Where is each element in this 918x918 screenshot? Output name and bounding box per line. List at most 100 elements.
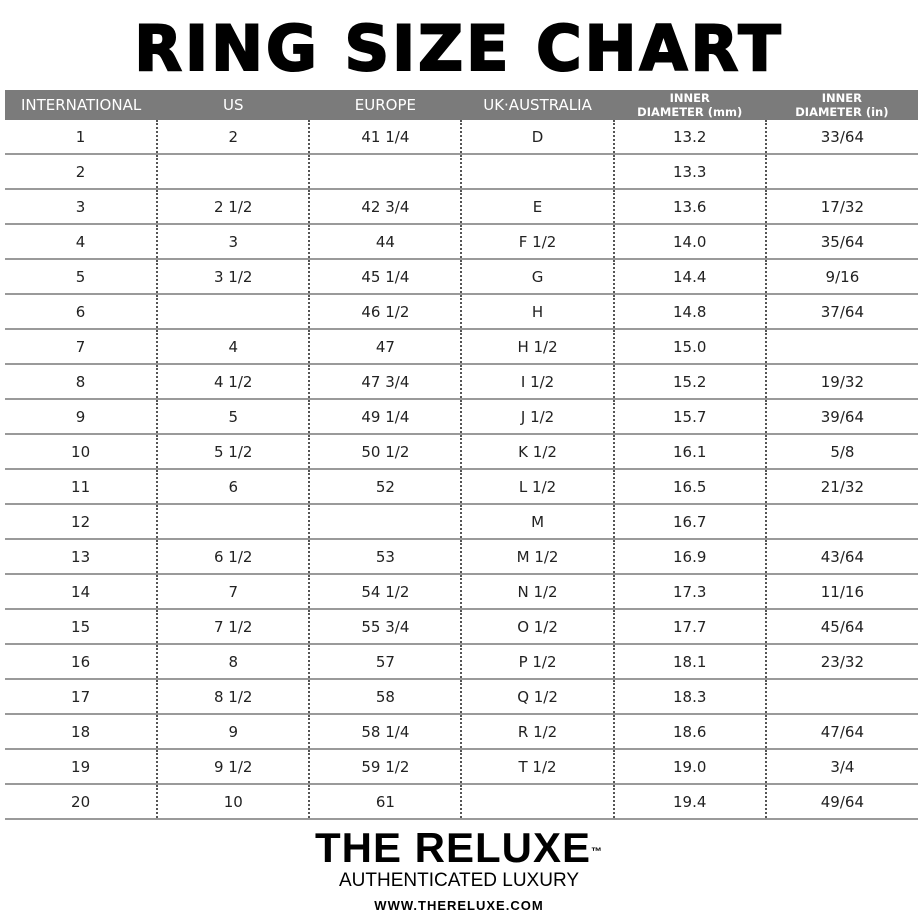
table-cell [156, 294, 310, 330]
table-cell [308, 154, 462, 190]
table-cell: 18.3 [612, 679, 766, 715]
table-cell [764, 504, 918, 540]
table-cell: 52 [308, 469, 462, 505]
table-cell: 2 [5, 154, 158, 190]
table-cell: 14.4 [612, 259, 766, 295]
table-cell: P 1/2 [460, 644, 614, 680]
table-cell: 9 [5, 399, 158, 435]
table-cell: 35/64 [764, 224, 918, 260]
table-row: 18 9 58 1/4 R 1/2 18.6 47/64 [5, 714, 918, 750]
table-cell: 37/64 [764, 294, 918, 330]
table-cell: H [460, 294, 614, 330]
table-cell: 6 [5, 294, 158, 330]
table-cell: 4 [156, 329, 310, 365]
table-cell: 16 [5, 644, 158, 680]
table-cell: 49 1/4 [308, 399, 462, 435]
table-row: 14 7 54 1/2 N 1/2 17.3 11/16 [5, 574, 918, 610]
table-cell [764, 329, 918, 365]
table-cell [308, 504, 462, 540]
table-cell: 59 1/2 [308, 749, 462, 785]
table-cell: 13.6 [612, 189, 766, 225]
table-cell: 9/16 [764, 259, 918, 295]
table-cell [460, 154, 614, 190]
table-cell: M [460, 504, 614, 540]
table-cell: 2 1/2 [156, 189, 310, 225]
table-cell: T 1/2 [460, 749, 614, 785]
table-row: 1 2 41 1/4 D 13.2 33/64 [5, 120, 918, 155]
table-cell: 16.1 [612, 434, 766, 470]
table-cell [764, 154, 918, 190]
table-cell: 3/4 [764, 749, 918, 785]
table-cell: 3 [156, 224, 310, 260]
table-cell: 19.0 [612, 749, 766, 785]
table-cell: 17/32 [764, 189, 918, 225]
table-cell: 23/32 [764, 644, 918, 680]
table-row: 6 46 1/2 H 14.8 37/64 [5, 294, 918, 330]
table-cell: 42 3/4 [308, 189, 462, 225]
table-cell: 13.3 [612, 154, 766, 190]
table-cell: Q 1/2 [460, 679, 614, 715]
table-cell: 16.9 [612, 539, 766, 575]
table-cell: 55 3/4 [308, 609, 462, 645]
table-cell: 15 [5, 609, 158, 645]
table-cell: 14.0 [612, 224, 766, 260]
table-cell: 18.6 [612, 714, 766, 750]
brand-name: THE RELUXE [314, 824, 592, 871]
table-row: 15 7 1/2 55 3/4 O 1/2 17.7 45/64 [5, 609, 918, 645]
trademark-symbol: ™ [591, 846, 604, 858]
table-cell: 5 1/2 [156, 434, 310, 470]
table-cell: 15.0 [612, 329, 766, 365]
table-cell: 20 [5, 784, 158, 820]
column-header: UK·AUSTRALIA [461, 90, 614, 120]
table-cell: H 1/2 [460, 329, 614, 365]
table-cell: 4 [5, 224, 158, 260]
table-cell: 3 1/2 [156, 259, 310, 295]
table-cell: 54 1/2 [308, 574, 462, 610]
table-cell: K 1/2 [460, 434, 614, 470]
table-row: 16 8 57 P 1/2 18.1 23/32 [5, 644, 918, 680]
table-cell: 47 [308, 329, 462, 365]
table-cell [460, 784, 614, 820]
table-header-row: INTERNATIONAL US EUROPE UK·AUSTRALIA INNER D… [5, 90, 918, 120]
table-cell: 18.1 [612, 644, 766, 680]
table-cell: 10 [156, 784, 310, 820]
table-cell: 9 [156, 714, 310, 750]
page-title: RING SIZE CHART [133, 11, 784, 86]
table-cell: N 1/2 [460, 574, 614, 610]
table-cell: 6 [156, 469, 310, 505]
table-cell [156, 154, 310, 190]
table-cell: 7 1/2 [156, 609, 310, 645]
table-row: 10 5 1/2 50 1/2 K 1/2 16.1 5/8 [5, 434, 918, 470]
table-cell: 21/32 [764, 469, 918, 505]
table-cell: 3 [5, 189, 158, 225]
table-cell: 5 [156, 399, 310, 435]
table-cell: 14.8 [612, 294, 766, 330]
table-cell: 45 1/4 [308, 259, 462, 295]
table-cell: 58 [308, 679, 462, 715]
table-cell: 1 [5, 120, 158, 155]
table-cell: 14 [5, 574, 158, 610]
table-cell: 39/64 [764, 399, 918, 435]
table-row: 19 9 1/2 59 1/2 T 1/2 19.0 3/4 [5, 749, 918, 785]
table-cell: 15.2 [612, 364, 766, 400]
brand-tagline: AUTHENTICATED LUXURY [339, 870, 579, 891]
table-cell: 5/8 [764, 434, 918, 470]
table-cell [156, 504, 310, 540]
table-cell [764, 679, 918, 715]
table-cell: 41 1/4 [308, 120, 462, 155]
table-cell: 8 [5, 364, 158, 400]
table-body: 1 2 41 1/4 D 13.2 33/64 2 13.3 3 2 1/2 42 3/4 E 13.6… [5, 120, 918, 820]
table-cell: 6 1/2 [156, 539, 310, 575]
table-cell: 19/32 [764, 364, 918, 400]
column-header: INNER DIAMETER (mm) [613, 90, 766, 120]
table-cell: 50 1/2 [308, 434, 462, 470]
table-cell: O 1/2 [460, 609, 614, 645]
table-cell: 17.7 [612, 609, 766, 645]
table-cell: 33/64 [764, 120, 918, 155]
table-cell: 49/64 [764, 784, 918, 820]
column-header: EUROPE [309, 90, 462, 120]
table-row: 20 10 61 19.4 49/64 [5, 784, 918, 820]
